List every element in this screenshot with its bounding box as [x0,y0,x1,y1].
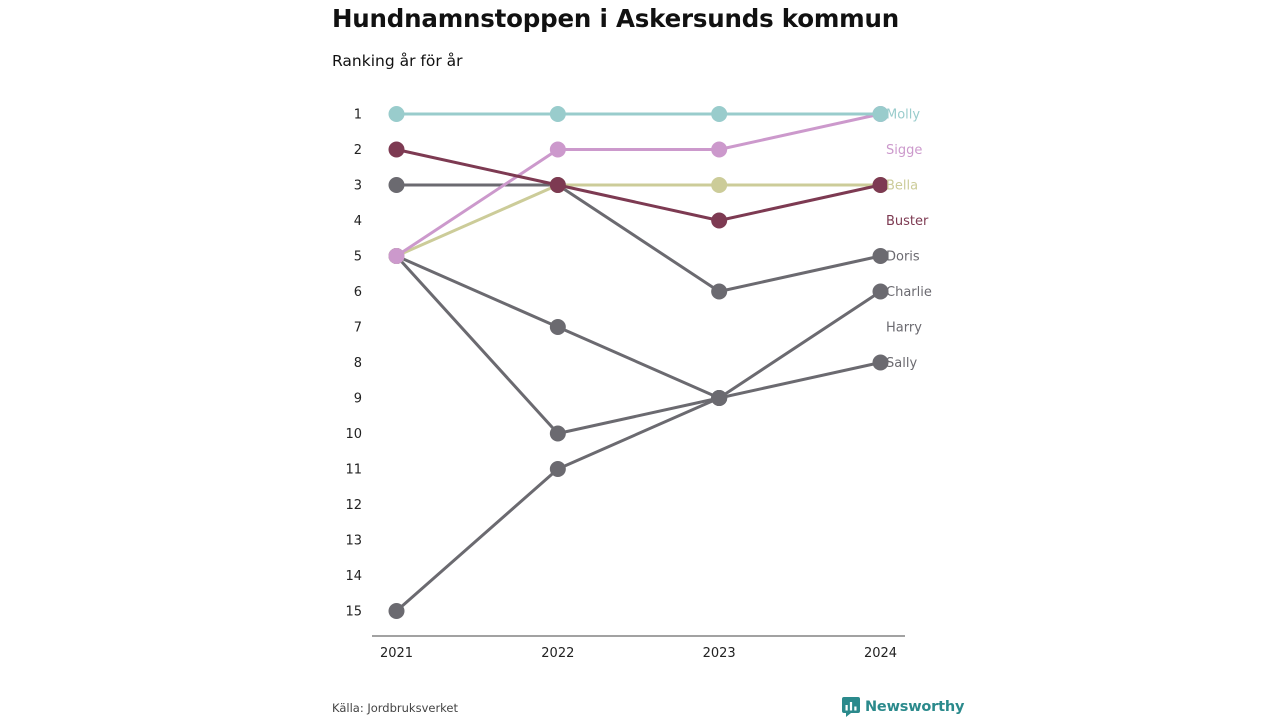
series-sigge [388,106,889,264]
data-point-sigge [388,248,405,264]
series-label-harry: Harry [886,321,922,336]
series-line-charlie [395,290,882,613]
data-point-sally [549,319,566,335]
y-tick-label: 2 [354,143,362,158]
chart-title: Hundnamnstoppen i Askersunds kommun [332,4,899,33]
series-label-charlie: Charlie [886,285,932,300]
x-tick-label: 2022 [541,646,574,661]
y-tick-label: 4 [354,214,362,229]
series-line-bella [395,183,882,258]
data-point-sigge [711,141,728,158]
source-note: Källa: Jordbruksverket [332,701,459,715]
x-axis: 2021 2022 2023 2024 [380,646,897,661]
data-point-bella [711,177,728,193]
series-layer [388,106,889,619]
data-point-charlie [872,283,889,300]
series-molly [388,106,889,122]
y-tick-label: 1 [354,108,362,123]
data-point-molly [388,106,405,122]
series-doris [388,177,889,300]
series-harry [388,248,728,442]
series-labels: Molly Sigge Bella Buster Doris Charlie Harry Sa… [886,108,932,372]
data-point-buster [711,212,728,229]
data-point-molly [711,106,728,122]
data-point-buster [388,141,405,158]
newsworthy-logo-icon [842,697,860,717]
data-point-charlie [711,390,728,406]
data-point-sally [872,354,889,371]
series-charlie [388,283,889,619]
series-line-sigge [395,112,882,258]
data-point-molly [549,106,566,122]
data-point-sigge [549,141,566,158]
data-point-doris [711,283,728,300]
newsworthy-brand-link[interactable]: Newsworthy [842,697,964,717]
data-point-charlie [388,603,405,619]
series-line-buster [395,148,882,222]
x-tick-label: 2024 [864,646,897,661]
data-point-buster [549,177,566,193]
series-line-sally [395,254,882,400]
series-label-buster: Buster [886,214,929,229]
x-tick-label: 2021 [380,646,413,661]
y-tick-label: 15 [345,605,362,620]
series-bella [388,177,889,264]
data-point-molly [872,106,889,122]
data-point-harry [549,425,566,442]
y-tick-label: 7 [354,321,362,336]
y-tick-label: 6 [354,285,362,300]
series-label-bella: Bella [886,179,918,194]
data-point-buster [872,177,889,193]
series-buster [388,141,889,229]
series-label-molly: Molly [886,108,920,123]
series-line-doris [395,183,882,293]
series-label-doris: Doris [886,250,920,265]
series-label-sigge: Sigge [886,143,922,158]
data-point-charlie [549,461,566,477]
y-tick-label: 3 [354,179,362,194]
data-point-doris [872,248,889,264]
y-tick-label: 9 [354,392,362,407]
series-line-harry [395,254,721,435]
chart-subtitle: Ranking år för år [332,52,463,70]
y-tick-label: 12 [345,498,362,513]
y-tick-label: 14 [345,569,362,584]
y-tick-label: 5 [354,250,362,265]
y-tick-label: 8 [354,356,362,371]
y-tick-label: 13 [345,534,362,549]
data-point-doris [388,177,405,193]
series-label-sally: Sally [886,356,917,371]
y-tick-label: 11 [345,463,362,478]
brand-name: Newsworthy [865,699,965,715]
y-tick-label: 10 [345,427,362,442]
x-tick-label: 2023 [703,646,736,661]
